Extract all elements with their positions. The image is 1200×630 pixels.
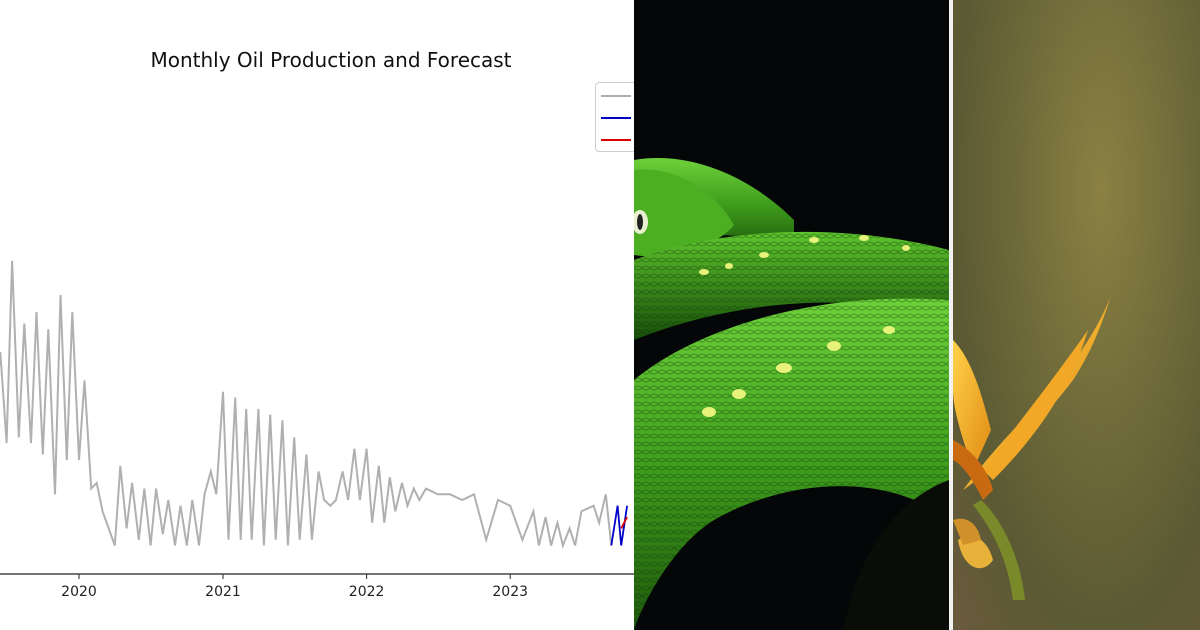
legend-swatch-1 <box>601 95 631 97</box>
x-tick-label: 2023 <box>492 584 528 600</box>
series-line-1 <box>0 260 613 549</box>
image-divider <box>949 0 953 630</box>
series-line-2 <box>610 505 628 546</box>
x-ticks: 2020 2021 2022 2023 <box>61 574 528 600</box>
snake-photo <box>634 0 949 630</box>
x-tick-label: 2022 <box>349 584 385 600</box>
line-chart: Monthly Oil Production and Forecast 2020… <box>0 48 634 600</box>
chart-panel: Monthly Oil Production and Forecast 2020… <box>0 48 634 600</box>
x-tick-label: 2021 <box>205 584 241 600</box>
chart-title: Monthly Oil Production and Forecast <box>150 48 511 72</box>
green-tree-python-image <box>634 0 949 630</box>
bird-of-paradise-image <box>953 296 1111 600</box>
legend <box>595 82 634 152</box>
legend-swatch-3 <box>601 139 631 141</box>
x-tick-label: 2020 <box>61 584 97 600</box>
series-layer <box>0 260 628 549</box>
legend-swatch-2 <box>601 117 631 119</box>
series-line-3 <box>620 516 628 529</box>
flower-photo <box>953 0 1200 630</box>
